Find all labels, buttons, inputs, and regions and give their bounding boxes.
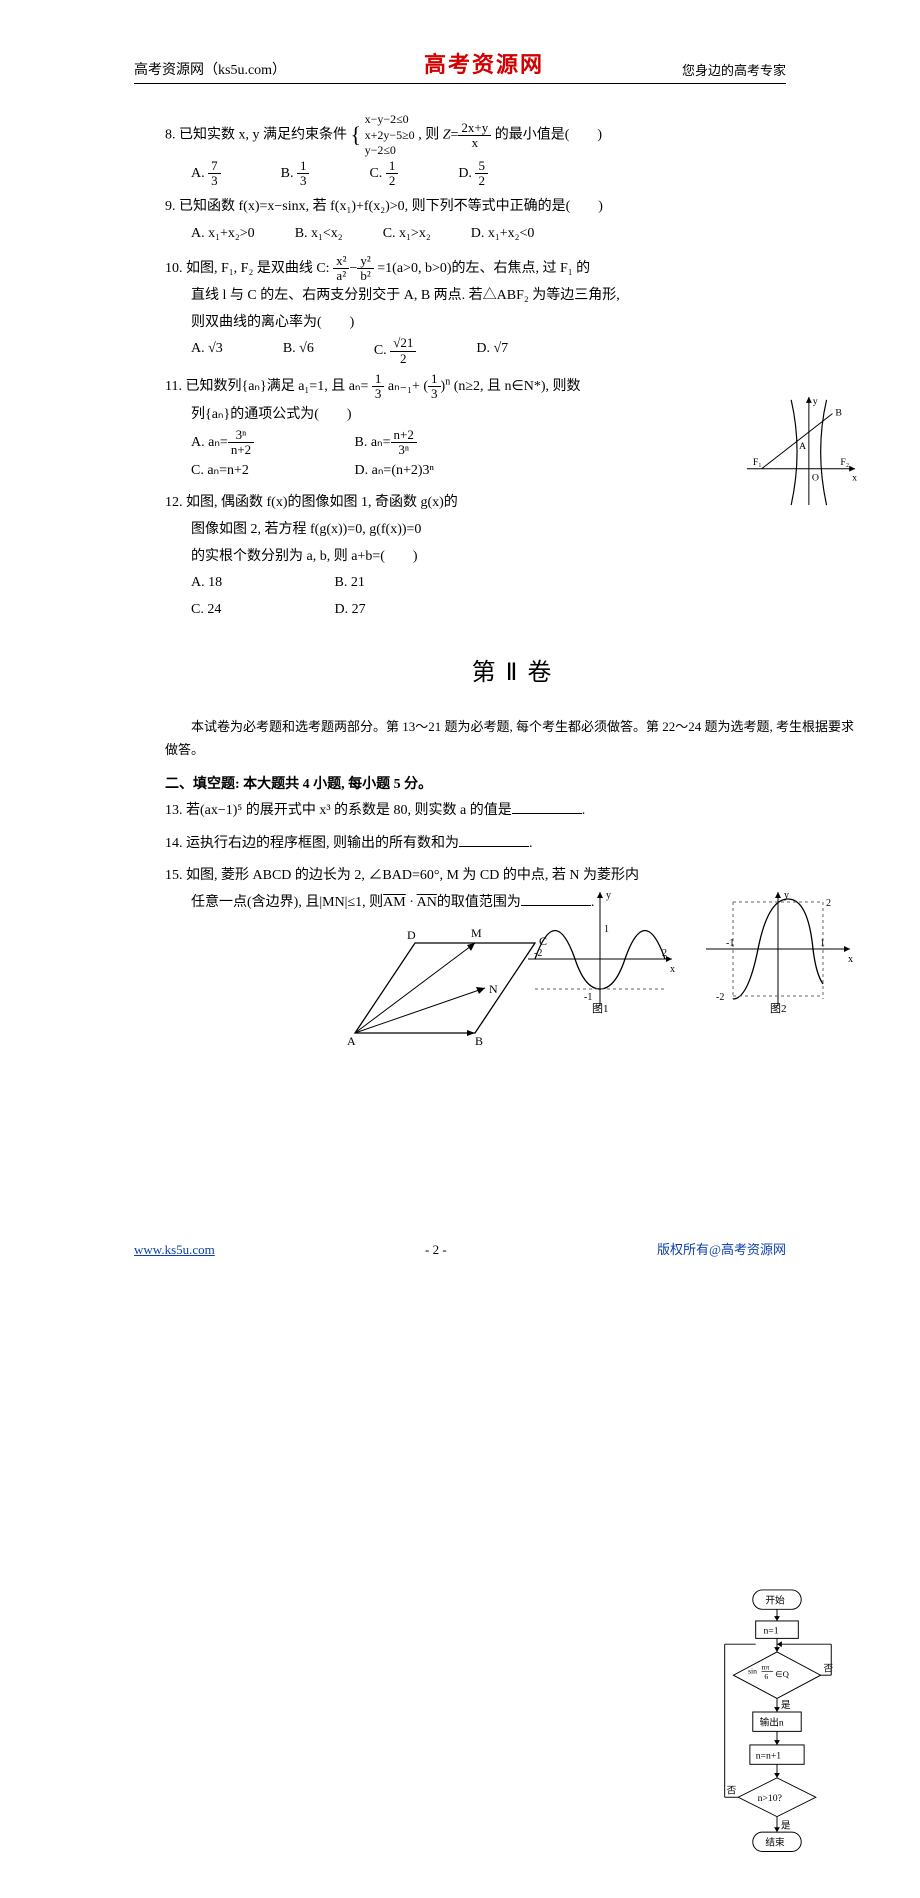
question-12: 12. 如图, 偶函数 f(x)的图像如图 1, 奇函数 g(x)的 图像如图 … — [165, 490, 860, 623]
q9-stem: 9. 已知函数 f(x)=x−sinx, 若 f(x₁)+f(x₂)>0, 则下… — [165, 199, 603, 214]
header-left: 高考资源网（ks5u.com） — [134, 59, 286, 79]
q12-option-d: D. 27 — [335, 602, 366, 617]
svg-text:sin: sin — [748, 1667, 757, 1676]
q10-option-a: A. √3 — [191, 336, 223, 366]
svg-text:F₁: F₁ — [753, 456, 762, 467]
q9-option-b: B. x₁<x₂ — [295, 221, 343, 248]
section-2-title: 第 Ⅱ 卷 — [165, 651, 860, 697]
svg-text:输出n: 输出n — [760, 1716, 784, 1729]
blank-field — [459, 833, 529, 847]
header-brand: 高考资源网 — [424, 47, 544, 79]
q12-line1: 12. 如图, 偶函数 f(x)的图像如图 1, 奇函数 g(x)的 — [165, 490, 510, 517]
svg-text:B: B — [475, 1034, 483, 1048]
q8-constraint-1: x−y−2≤0 — [365, 112, 415, 128]
figure-rhombus: A B C D M N — [335, 923, 575, 1053]
brace-icon: { — [351, 114, 362, 156]
q10-line1-post: =1(a>0, b>0)的左、右焦点, 过 F₁ 的 — [377, 261, 590, 276]
q10-line2: 直线 l 与 C 的左、右两支分别交于 A, B 两点. 若△ABF₂ 为等边三… — [191, 283, 730, 310]
q11-line1: 11. 已知数列{aₙ}满足 a₁=1, 且 aₙ= — [165, 379, 368, 394]
svg-text:N: N — [489, 982, 498, 996]
q10-option-d: D. √7 — [476, 336, 508, 366]
svg-text:y: y — [813, 395, 818, 406]
svg-text:A: A — [799, 441, 807, 452]
blank-field — [512, 800, 582, 814]
svg-text:A: A — [347, 1034, 356, 1048]
figure-flowchart: 开始 n=1 sin nπ 6 ∈Q 否 是 输出n n=n+1 n>10? — [718, 1588, 836, 1898]
svg-text:否: 否 — [727, 1785, 737, 1797]
q9-option-a: A. x₁+x₂>0 — [191, 221, 255, 248]
page-footer: www.ks5u.com - 2 - 版权所有@高考资源网 — [134, 1239, 786, 1258]
page-header: 高考资源网（ks5u.com） 高考资源网 您身边的高考专家 — [134, 54, 786, 84]
header-right: 您身边的高考专家 — [682, 60, 786, 79]
section-2-heading: 二、填空题: 本大题共 4 小题, 每小题 5 分。 — [165, 772, 860, 799]
question-9: 9. 已知函数 f(x)=x−sinx, 若 f(x₁)+f(x₂)>0, 则下… — [165, 194, 860, 247]
q10-option-b: B. √6 — [283, 336, 314, 366]
q9-option-d: D. x₁+x₂<0 — [471, 221, 535, 248]
q11-option-d: D. aₙ=(n+2)3ⁿ — [355, 463, 434, 478]
q10-line1-pre: 10. 如图, F₁, F₂ 是双曲线 C: — [165, 261, 330, 276]
q8-option-d: D. 52 — [458, 159, 488, 189]
q11-option-a: A. aₙ=3ⁿn+2 — [191, 428, 351, 458]
q8-target-den: x — [458, 136, 491, 150]
q11-option-c: C. aₙ=n+2 — [191, 458, 351, 485]
question-13: 13. 若(ax−1)⁵ 的展开式中 x³ 的系数是 80, 则实数 a 的值是… — [165, 798, 720, 825]
q8-option-a: A. 73 — [191, 159, 221, 189]
svg-text:x: x — [852, 472, 857, 483]
blank-field — [521, 892, 591, 906]
q8-stem-post: 的最小值是( ) — [495, 128, 602, 143]
q8-constraint-3: y−2≤0 — [365, 143, 415, 159]
q12-option-c: C. 24 — [191, 597, 331, 624]
q12-line2: 图像如图 2, 若方程 f(g(x))=0, g(f(x))=0 — [191, 517, 510, 544]
q8-stem-pre: 8. 已知实数 x, y 满足约束条件 — [165, 128, 347, 143]
svg-text:n>10?: n>10? — [758, 1793, 782, 1804]
svg-text:n=1: n=1 — [763, 1626, 778, 1637]
q11-option-b: B. aₙ=n+23ⁿ — [355, 435, 417, 450]
question-15: 15. 如图, 菱形 ABCD 的边长为 2, ∠BAD=60°, M 为 CD… — [165, 863, 720, 1063]
question-10: 10. 如图, F₁, F₂ 是双曲线 C: x²a²−y²b² =1(a>0,… — [165, 254, 860, 366]
svg-text:6: 6 — [764, 1672, 768, 1681]
question-14: 14. 运执行右边的程序框图, 则输出的所有数和为. — [165, 831, 720, 858]
q8-option-c: C. 12 — [369, 159, 398, 189]
question-8: 8. 已知实数 x, y 满足约束条件 { x−y−2≤0 x+2y−5≥0 y… — [165, 112, 860, 188]
svg-text:B: B — [835, 407, 842, 418]
q8-constraint-2: x+2y−5≥0 — [365, 128, 415, 144]
section-2-note: 本试卷为必考题和选考题两部分。第 13～21 题为必考题, 每个考生都必须做答。… — [165, 715, 860, 762]
svg-text:是: 是 — [781, 1699, 791, 1711]
svg-text:结束: 结束 — [765, 1836, 785, 1849]
svg-text:否: 否 — [824, 1663, 834, 1675]
svg-text:O: O — [812, 472, 819, 483]
q10-line3: 则双曲线的离心率为( ) — [191, 310, 730, 337]
q8-target-num: 2x+y — [458, 121, 491, 136]
svg-text:F₂: F₂ — [840, 456, 849, 467]
q12-option-b: B. 21 — [335, 575, 365, 590]
svg-text:是: 是 — [781, 1820, 791, 1832]
content-body: 8. 已知实数 x, y 满足约束条件 { x−y−2≤0 x+2y−5≥0 y… — [165, 112, 860, 1069]
q10-option-c: C. √212 — [374, 336, 416, 366]
q12-line3: 的实根个数分别为 a, b, 则 a+b=( ) — [191, 544, 510, 571]
svg-text:nπ: nπ — [762, 1663, 770, 1672]
footer-copyright: 版权所有@高考资源网 — [657, 1239, 786, 1258]
svg-text:开始: 开始 — [765, 1594, 785, 1607]
svg-text:M: M — [471, 926, 482, 940]
svg-text:∈Q: ∈Q — [775, 1669, 790, 1679]
q8-option-b: B. 13 — [281, 159, 310, 189]
svg-text:D: D — [407, 928, 416, 942]
q9-option-c: C. x₁>x₂ — [383, 221, 431, 248]
q12-option-a: A. 18 — [191, 570, 331, 597]
footer-page: - 2 - — [425, 1242, 447, 1258]
svg-text:n=n+1: n=n+1 — [756, 1751, 782, 1762]
footer-url: www.ks5u.com — [134, 1242, 215, 1258]
svg-text:C: C — [539, 934, 547, 948]
